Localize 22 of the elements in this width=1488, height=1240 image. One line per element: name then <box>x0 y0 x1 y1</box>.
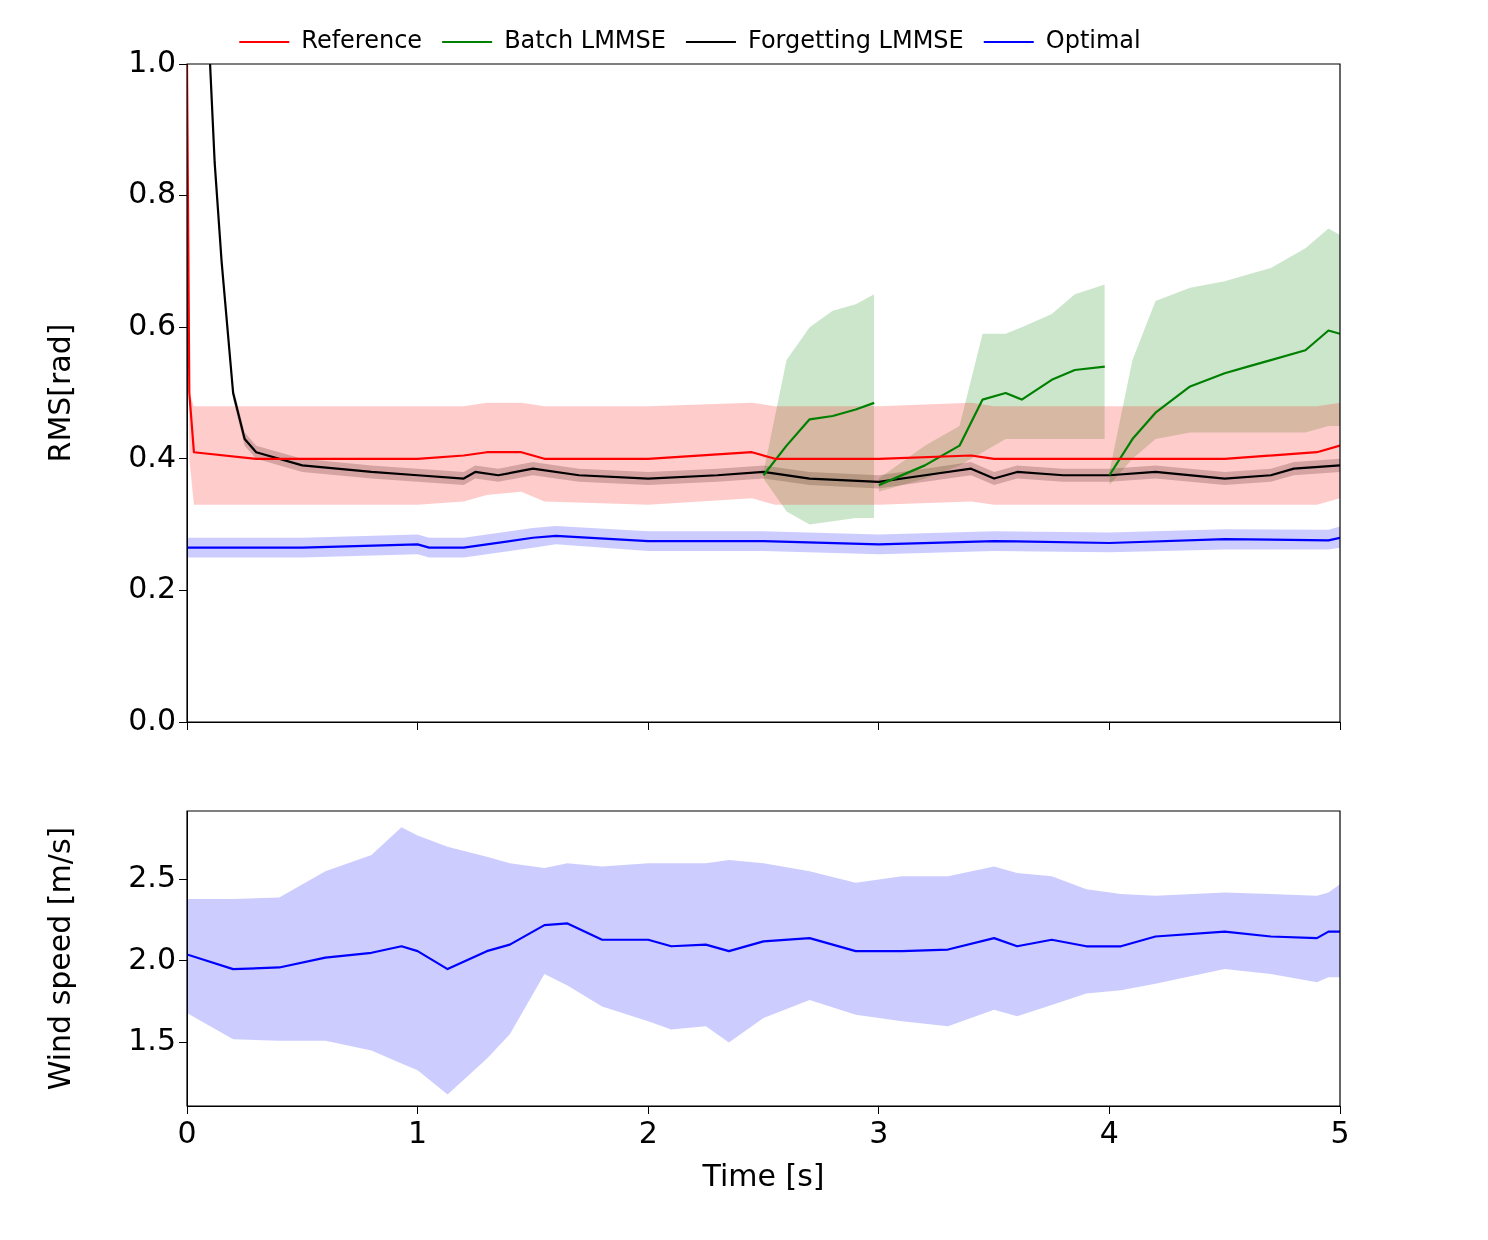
y-tick-label: 2.5 <box>128 859 176 895</box>
legend-label: Optimal <box>1045 26 1141 55</box>
x-tick-label: 1 <box>408 1114 428 1150</box>
x-tick-label: 5 <box>1330 1114 1350 1150</box>
legend-label: Batch LMMSE <box>504 26 666 55</box>
y-tick-label: 0.6 <box>128 307 176 342</box>
y-tick-label: 1.5 <box>128 1022 176 1058</box>
x-tick-label: 3 <box>869 1114 889 1150</box>
y-tick-label: 1.0 <box>128 43 176 79</box>
x-axis-title: Time [s] <box>701 1157 825 1193</box>
y-axis-title: RMS[rad] <box>41 323 77 463</box>
legend-label: Reference <box>301 26 423 55</box>
y-tick-label: 0.0 <box>128 701 176 737</box>
legend-label: Forgetting LMMSE <box>747 26 964 55</box>
x-tick-label: 2 <box>638 1114 658 1150</box>
y-tick-label: 0.8 <box>128 175 176 211</box>
y-axis-title: Wind speed [m/s] <box>41 826 77 1091</box>
x-tick-label: 0 <box>177 1114 197 1150</box>
y-tick-label: 0.4 <box>128 438 176 474</box>
y-tick-label: 2.0 <box>128 940 176 976</box>
y-tick-label: 0.2 <box>128 570 176 606</box>
x-tick-label: 4 <box>1099 1114 1119 1150</box>
